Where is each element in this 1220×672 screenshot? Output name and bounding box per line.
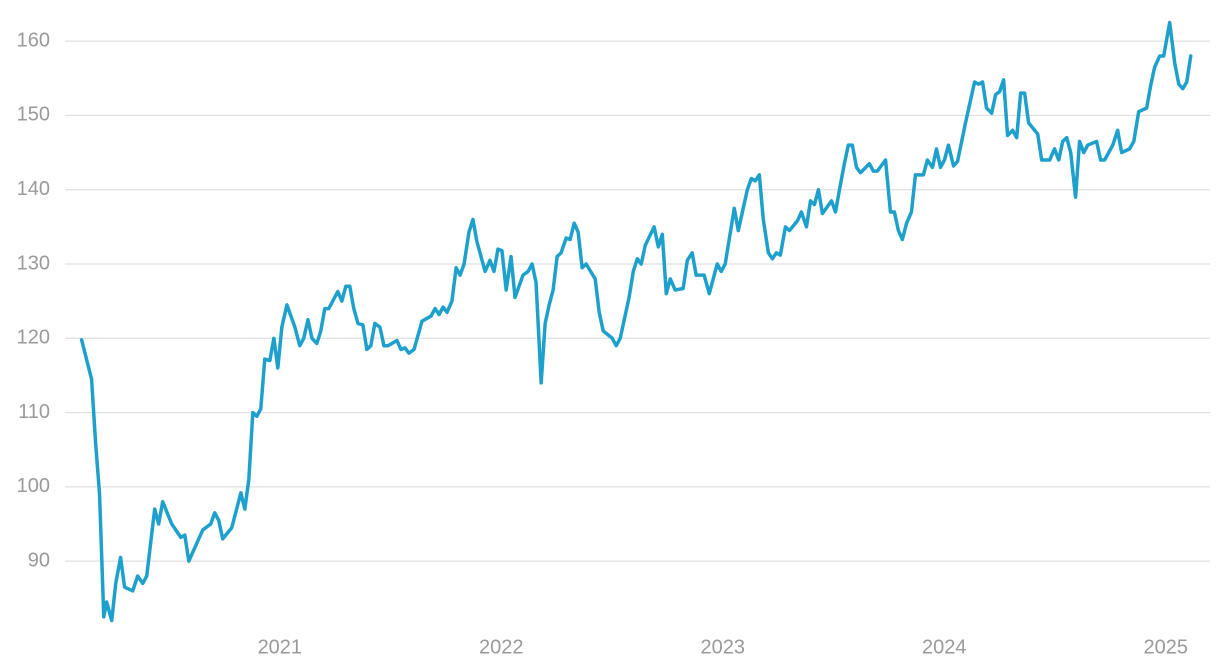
x-tick-label: 2023 xyxy=(701,636,746,658)
x-tick-label: 2024 xyxy=(922,636,967,658)
y-tick-label: 100 xyxy=(17,475,50,497)
y-tick-label: 110 xyxy=(18,401,50,423)
x-tick-label: 2022 xyxy=(479,636,524,658)
line-series xyxy=(79,20,1193,623)
x-tick-label: 2025 xyxy=(1143,636,1188,658)
x-tick-label: 2021 xyxy=(258,636,303,658)
y-tick-label: 90 xyxy=(28,549,50,571)
y-tick-label: 120 xyxy=(17,327,50,349)
y-tick-label: 150 xyxy=(17,104,50,126)
y-tick-label: 160 xyxy=(17,29,50,51)
y-tick-label: 140 xyxy=(17,178,50,200)
y-tick-label: 130 xyxy=(17,252,50,274)
